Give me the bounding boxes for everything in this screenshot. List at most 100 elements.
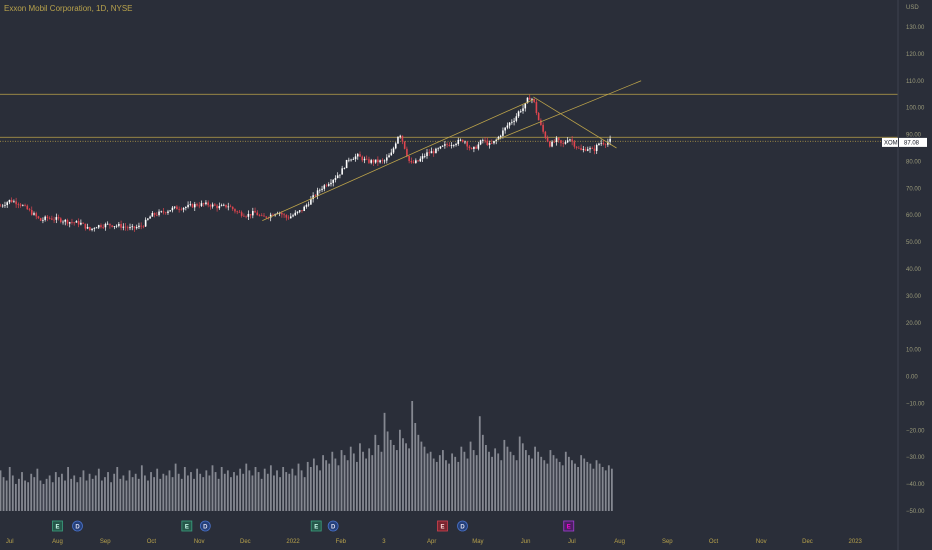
- candle-body: [66, 219, 69, 224]
- volume-bar: [331, 451, 334, 511]
- volume-bar: [325, 460, 328, 511]
- volume-bar: [70, 478, 73, 511]
- candle-body: [245, 216, 247, 218]
- volume-bar: [39, 480, 42, 511]
- volume-bar: [128, 470, 131, 511]
- volume-bar: [395, 450, 398, 511]
- volume-bar: [534, 446, 536, 511]
- candle-body: [294, 212, 297, 216]
- volume-bar: [24, 480, 26, 511]
- candle-body: [229, 206, 232, 208]
- price-axis[interactable]: USD 130.00 120.00 110.00 100.00 90.00 80.00 70.…: [906, 5, 925, 515]
- trend-line[interactable]: [533, 96, 617, 149]
- candle-body: [133, 226, 136, 229]
- candle-body: [48, 218, 51, 219]
- candle-body: [321, 188, 323, 190]
- volume-bar: [371, 455, 374, 511]
- candle-body: [336, 175, 339, 179]
- candle-body: [553, 141, 556, 143]
- candle-body: [142, 226, 145, 228]
- dividend-marker[interactable]: [327, 520, 339, 532]
- candle-body: [595, 144, 598, 151]
- candle-body: [506, 125, 509, 128]
- volume-bar: [383, 412, 386, 511]
- earnings-marker[interactable]: [437, 520, 448, 532]
- volume-bar: [355, 461, 358, 511]
- candle-body: [365, 158, 368, 160]
- candle-body: [591, 148, 594, 149]
- candle-body: [359, 154, 361, 157]
- earnings-marker[interactable]: [310, 520, 322, 532]
- candle-body: [207, 202, 209, 206]
- candle-body: [256, 212, 259, 216]
- volume-bar: [159, 478, 162, 511]
- candle-body: [100, 225, 102, 228]
- candle-body: [410, 161, 413, 163]
- y-tick-label: 0.00: [906, 375, 918, 381]
- candle-body: [381, 160, 384, 162]
- earnings-marker[interactable]: [563, 520, 575, 532]
- earnings-marker[interactable]: [52, 520, 63, 532]
- candle-body: [446, 144, 448, 145]
- volume-bar: [509, 451, 512, 511]
- x-tick-label: Aug: [52, 539, 63, 545]
- volume-layer: [0, 401, 613, 511]
- earnings-marker[interactable]: [181, 520, 193, 532]
- volume-bar: [180, 478, 183, 511]
- volume-bar: [300, 470, 303, 511]
- volume-bar: [82, 470, 85, 511]
- candle-body: [19, 204, 22, 206]
- volume-bar: [567, 456, 570, 511]
- candle-body: [209, 205, 212, 207]
- trend-line[interactable]: [262, 99, 534, 221]
- time-axis[interactable]: Jul Aug Sep Oct Nov Dec 2022 Feb 3 Apr May Jun Jul Au…: [6, 539, 863, 545]
- candle-body: [51, 218, 53, 220]
- candle-body: [363, 158, 366, 161]
- trend-line[interactable]: [496, 80, 642, 141]
- candle-body: [205, 202, 207, 205]
- candle-body: [390, 152, 393, 156]
- volume-bar: [337, 465, 340, 511]
- volume-bar: [276, 470, 278, 511]
- trend-lines[interactable]: [262, 80, 642, 221]
- candle-body: [86, 226, 89, 229]
- candle-body: [298, 210, 301, 212]
- candle-body: [348, 159, 350, 161]
- candle-body: [513, 120, 515, 122]
- candle-body: [263, 215, 265, 217]
- dividend-marker[interactable]: [457, 520, 468, 532]
- event-letter: D: [75, 525, 80, 531]
- volume-bar: [506, 446, 509, 511]
- volume-bar: [420, 441, 423, 511]
- volume-bar: [140, 465, 143, 511]
- volume-bar: [107, 472, 109, 511]
- candle-body: [167, 211, 169, 213]
- volume-bar: [580, 455, 583, 511]
- candle-body: [522, 108, 524, 112]
- volume-bar: [607, 465, 610, 511]
- candle-body: [488, 142, 491, 145]
- volume-bar: [79, 477, 82, 511]
- candle-body: [419, 158, 422, 162]
- candle-body: [13, 201, 15, 203]
- candle-body: [508, 122, 511, 126]
- candle-body: [84, 223, 87, 229]
- dividend-marker[interactable]: [199, 520, 211, 532]
- volume-bar: [380, 451, 383, 511]
- volume-bar: [119, 478, 122, 511]
- volume-bar: [11, 475, 14, 511]
- candle-body: [327, 184, 330, 186]
- candle-body: [231, 206, 234, 210]
- candle-body: [191, 204, 194, 208]
- candle-body: [247, 213, 250, 217]
- candle-body: [178, 209, 180, 210]
- dividend-marker[interactable]: [72, 520, 83, 532]
- volume-bar: [518, 436, 521, 511]
- volume-bar: [245, 463, 248, 511]
- horizontal-lines[interactable]: [0, 93, 898, 142]
- candle-body: [542, 124, 544, 132]
- candle-body: [281, 212, 283, 215]
- volume-bar: [595, 460, 598, 511]
